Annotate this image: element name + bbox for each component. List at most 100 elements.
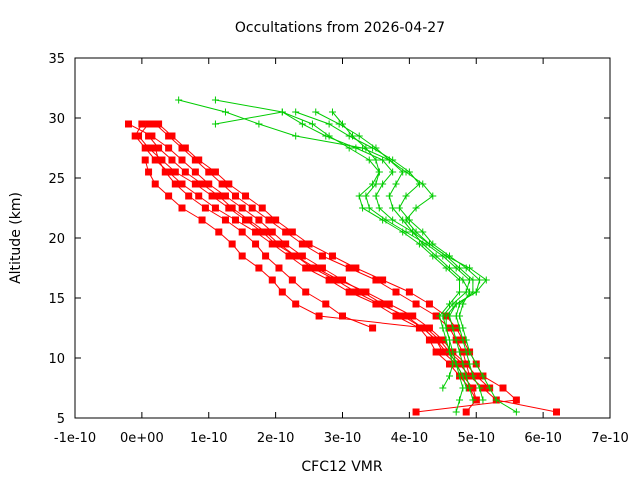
data-point <box>462 348 470 356</box>
x-axis-label: CFC12 VMR <box>301 459 383 475</box>
data-point <box>322 300 330 308</box>
data-point <box>285 252 293 260</box>
data-point <box>466 276 474 284</box>
data-point <box>355 132 363 140</box>
data-point <box>442 324 450 332</box>
data-point <box>402 216 410 224</box>
data-point <box>125 120 132 128</box>
data-point <box>345 144 353 152</box>
data-point <box>385 300 393 308</box>
data-point <box>298 120 306 128</box>
data-point <box>469 372 477 380</box>
data-point <box>228 204 236 212</box>
data-point <box>469 396 477 404</box>
data-point <box>355 192 363 200</box>
data-point <box>375 204 383 212</box>
y-axis: 5 10 15 20 25 30 35 <box>48 52 610 427</box>
data-point <box>379 180 387 188</box>
data-point <box>372 156 380 164</box>
data-point <box>409 312 417 320</box>
data-point <box>258 204 266 212</box>
data-point <box>402 312 410 320</box>
data-point <box>191 180 199 188</box>
data-point <box>198 216 206 224</box>
data-point <box>375 168 383 176</box>
data-point <box>452 336 460 344</box>
data-point <box>375 300 383 308</box>
data-point <box>399 228 407 236</box>
data-point <box>479 396 487 404</box>
data-point <box>328 252 336 260</box>
data-point <box>218 180 226 188</box>
data-point <box>449 324 457 332</box>
data-point <box>442 264 450 272</box>
data-point <box>412 300 420 308</box>
data-point <box>308 264 316 272</box>
data-point <box>205 180 213 188</box>
data-point <box>292 132 300 140</box>
data-point <box>379 216 387 224</box>
data-point <box>308 120 316 128</box>
data-point <box>255 216 263 224</box>
data-point <box>165 144 173 152</box>
data-point <box>459 360 467 368</box>
data-point <box>476 384 484 392</box>
data-point <box>425 240 433 248</box>
data-point <box>178 204 186 212</box>
data-point <box>151 180 159 188</box>
data-point <box>425 336 433 344</box>
data-point <box>211 168 219 176</box>
data-point <box>392 180 400 188</box>
data-point <box>138 120 146 128</box>
data-point <box>446 372 453 380</box>
data-point <box>238 252 246 260</box>
data-point <box>392 312 400 320</box>
data-point <box>412 204 420 212</box>
data-point <box>466 360 474 368</box>
data-point <box>459 384 467 392</box>
data-point <box>282 228 290 236</box>
data-point <box>456 276 464 284</box>
data-point <box>479 372 487 380</box>
data-point <box>446 300 453 308</box>
data-point <box>145 144 153 152</box>
data-point <box>456 288 464 296</box>
data-point <box>339 312 346 320</box>
data-point <box>175 96 183 104</box>
data-point <box>402 192 410 200</box>
data-point <box>228 240 236 248</box>
data-point <box>362 192 370 200</box>
data-point <box>345 264 353 272</box>
data-point <box>165 192 173 200</box>
data-point <box>211 204 219 212</box>
data-point <box>145 168 153 176</box>
plot-area <box>125 96 560 416</box>
data-point <box>248 204 256 212</box>
x-tick-label: 5e-10 <box>457 431 495 446</box>
y-tick-label: 15 <box>48 292 65 307</box>
data-point <box>195 192 203 200</box>
data-point <box>432 348 440 356</box>
data-point <box>452 312 460 320</box>
data-point <box>215 192 223 200</box>
data-point <box>242 192 250 200</box>
data-point <box>429 252 437 260</box>
data-point <box>419 228 427 236</box>
x-tick-label: 1e-10 <box>190 431 228 446</box>
data-point <box>402 168 410 176</box>
data-point <box>352 264 360 272</box>
data-point <box>435 336 443 344</box>
data-point <box>232 216 239 224</box>
data-point <box>278 108 286 116</box>
data-point <box>268 276 276 284</box>
data-point <box>352 144 360 152</box>
data-point <box>252 228 260 236</box>
data-point <box>178 180 186 188</box>
data-point <box>171 168 179 176</box>
data-point <box>325 120 333 128</box>
y-tick-label: 5 <box>57 412 65 427</box>
y-tick-label: 25 <box>48 172 65 187</box>
data-point <box>221 108 229 116</box>
y-tick-label: 30 <box>48 112 65 127</box>
